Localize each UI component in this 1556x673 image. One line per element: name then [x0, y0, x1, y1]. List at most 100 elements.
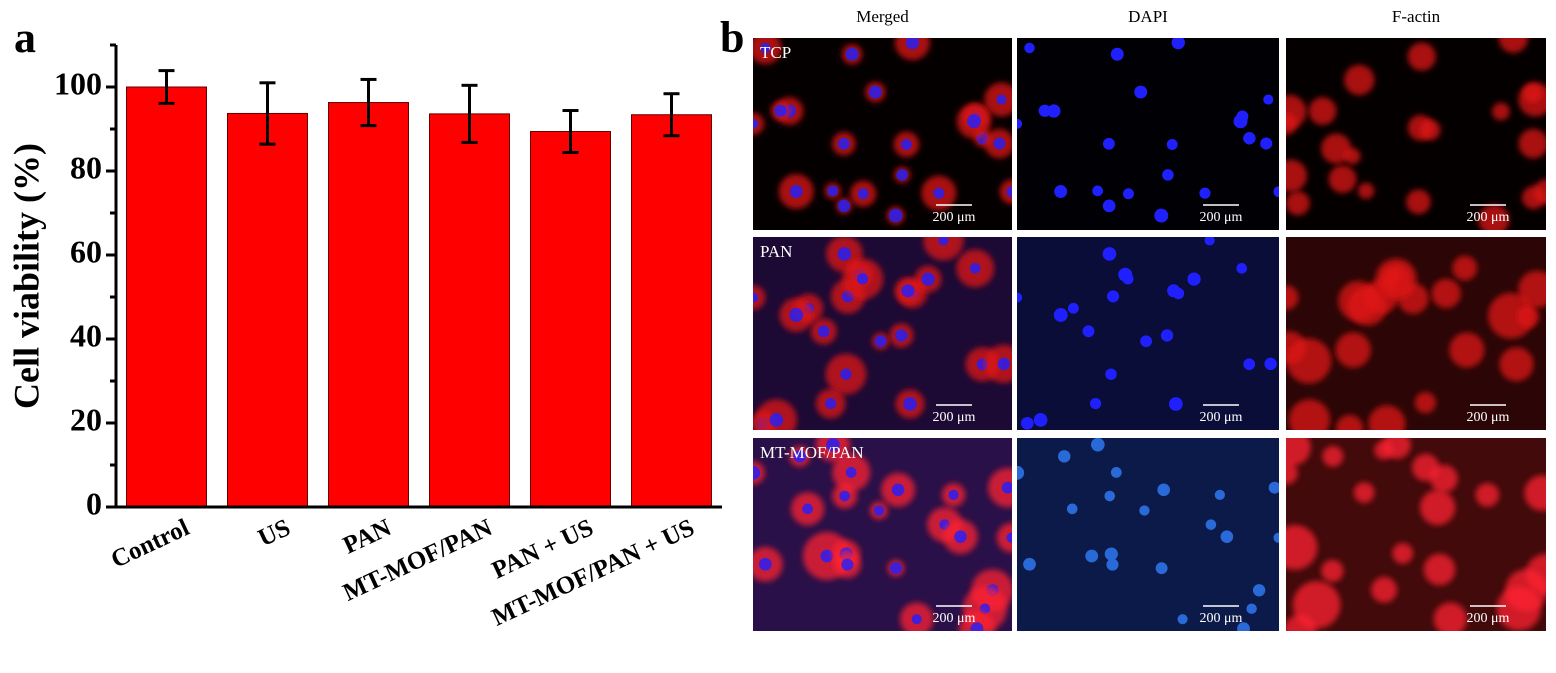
nucleus: [1017, 118, 1023, 129]
cell-body: [1322, 445, 1344, 467]
cell-body: [1344, 147, 1361, 165]
cell-body: [1382, 438, 1411, 459]
cells: [1017, 237, 1277, 430]
cell-body: [1423, 553, 1456, 586]
row-label: MT-MOF/PAN: [760, 443, 864, 462]
nucleus: [1102, 137, 1115, 150]
nucleus: [874, 335, 887, 348]
nucleus: [1264, 357, 1277, 371]
cell-body: [1449, 332, 1485, 368]
nucleus: [1157, 483, 1171, 497]
nucleus: [996, 94, 1007, 105]
nucleus: [1199, 187, 1211, 199]
nucleus: [900, 138, 912, 150]
nucleus: [921, 272, 935, 286]
cell-body: [1321, 133, 1352, 164]
cell-body: [1321, 559, 1344, 583]
nucleus: [1082, 325, 1095, 338]
nucleus: [1273, 186, 1279, 198]
nucleus: [966, 114, 981, 129]
cell-body: [1292, 581, 1341, 629]
error-bar: [663, 92, 680, 138]
scale-bar-label: 200 μm: [1467, 210, 1510, 225]
nucleus: [1047, 104, 1061, 118]
y-tick-label: 60: [70, 233, 102, 269]
nucleus: [1214, 489, 1225, 501]
nucleus: [1139, 505, 1150, 516]
nucleus: [839, 490, 850, 502]
nucleus: [1123, 188, 1134, 200]
panel-label: a: [14, 13, 36, 62]
nucleus: [1140, 335, 1152, 348]
cell-body: [753, 285, 766, 310]
cell-body: [1286, 285, 1299, 310]
nucleus: [911, 614, 922, 625]
cell-body: [958, 610, 995, 631]
nucleus: [837, 137, 850, 150]
nucleus: [1237, 622, 1250, 631]
row-label: PAN: [760, 242, 792, 261]
nucleus: [845, 47, 859, 61]
cell-body: [1286, 525, 1318, 570]
nucleus: [827, 185, 839, 197]
nucleus: [1162, 169, 1174, 181]
nucleus: [890, 562, 902, 575]
cell-body: [1286, 338, 1332, 384]
micrograph: 200 μm: [1286, 237, 1546, 430]
bar: [631, 114, 712, 508]
cell-body: [1335, 332, 1371, 368]
cells: [753, 438, 1012, 631]
nucleus: [760, 42, 771, 54]
cell-body: [1357, 182, 1375, 199]
y-tick-label: 80: [70, 149, 102, 185]
bar: [227, 112, 308, 508]
micrograph: 200 μm: [1017, 38, 1279, 230]
nucleus: [1246, 603, 1257, 614]
cell-body: [1328, 165, 1357, 194]
cell-body: [1488, 292, 1534, 339]
nucleus: [933, 187, 945, 199]
nucleus: [896, 169, 908, 181]
cell-body: [1412, 453, 1440, 482]
nucleus: [873, 505, 885, 516]
nucleus: [1092, 185, 1104, 197]
nucleus: [1263, 94, 1274, 105]
scale-bar-label: 200 μm: [1467, 611, 1510, 626]
error-bar: [562, 109, 579, 155]
nucleus: [1017, 465, 1025, 480]
image-background: [1017, 438, 1279, 631]
cells: [753, 237, 1012, 430]
nucleus: [769, 413, 784, 427]
cell-body: [1406, 189, 1431, 215]
y-tick-label: 100: [54, 65, 102, 101]
nucleus: [826, 438, 840, 452]
nucleus: [1066, 503, 1078, 515]
nucleus: [1167, 284, 1181, 298]
scale-bar-label: 200 μm: [933, 611, 976, 626]
cell-body: [1475, 483, 1500, 507]
cell-body: [1431, 278, 1461, 309]
column-header: DAPI: [1128, 7, 1168, 26]
cell-body: [1288, 399, 1331, 430]
cell-body: [988, 467, 1012, 508]
micrograph: 200 μm PAN: [753, 237, 1012, 430]
nucleus: [1085, 549, 1099, 563]
nucleus: [969, 263, 981, 274]
scale-bar-label: 200 μm: [1200, 210, 1243, 225]
nucleus: [1006, 186, 1012, 198]
nucleus: [905, 38, 920, 50]
nucleus: [1260, 137, 1273, 150]
bar: [429, 113, 510, 508]
nucleus: [753, 465, 761, 480]
cell-body: [1518, 270, 1546, 308]
nucleus: [938, 237, 949, 246]
cell-body: [1433, 602, 1468, 631]
nucleus: [1168, 397, 1183, 411]
nucleus: [789, 308, 804, 322]
bar: [126, 86, 207, 508]
nucleus: [1104, 490, 1116, 502]
micrograph: 200 μm MT-MOF/PAN: [753, 438, 1012, 631]
nucleus: [1171, 38, 1185, 50]
